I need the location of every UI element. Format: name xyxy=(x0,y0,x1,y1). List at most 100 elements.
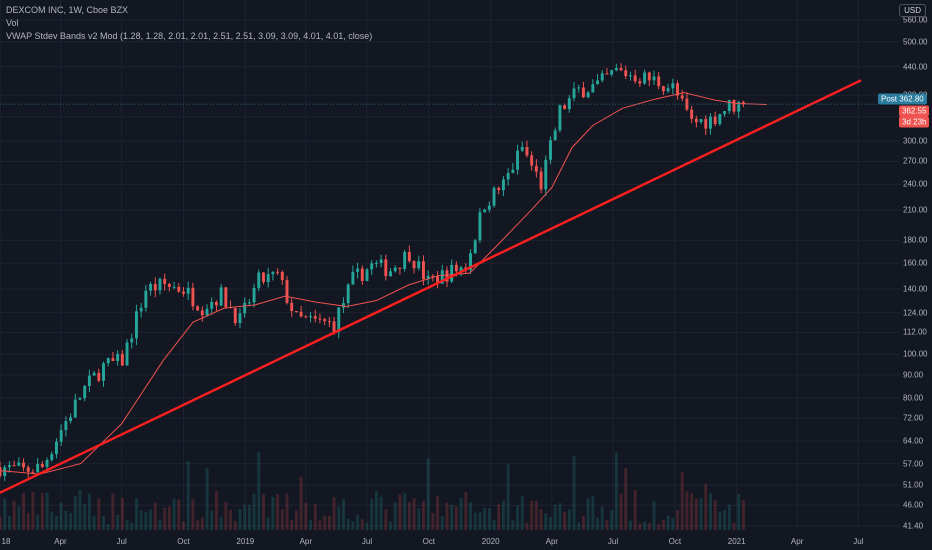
countdown-badge: 3d 23h xyxy=(899,116,930,128)
volume-bar xyxy=(238,509,242,530)
volume-bar xyxy=(563,511,567,530)
candle-body xyxy=(530,155,534,166)
volume-bar xyxy=(276,494,280,530)
volume-bar xyxy=(384,509,388,530)
price-tick-label: 90.00 xyxy=(903,370,924,380)
candle-body xyxy=(572,88,576,99)
candle-body xyxy=(177,286,181,292)
candle-body xyxy=(200,310,204,316)
symbol-title[interactable]: DEXCOM INC, 1W, Cboe BZX xyxy=(6,5,129,15)
volume-bar xyxy=(167,506,171,530)
volume-bar xyxy=(205,468,209,530)
volume-bar xyxy=(473,512,477,530)
candle-body xyxy=(73,399,77,418)
candle-body xyxy=(55,441,58,455)
candle-body xyxy=(31,471,35,473)
volume-bar xyxy=(426,458,430,530)
candle-body xyxy=(718,114,722,125)
candle-body xyxy=(708,116,712,129)
volume-bar xyxy=(657,523,661,530)
volume-bar xyxy=(196,520,200,530)
volume-bar xyxy=(605,520,609,530)
volume-bar xyxy=(280,509,284,530)
volume-bar xyxy=(421,500,425,530)
candle-body xyxy=(40,463,44,467)
volume-bar xyxy=(737,493,741,530)
volume-bar xyxy=(534,500,538,530)
chart-grid xyxy=(0,0,900,530)
volume-label[interactable]: Vol xyxy=(6,18,19,28)
volume-bar xyxy=(233,520,237,530)
candle-body xyxy=(652,76,656,81)
volume-bar xyxy=(525,523,529,530)
candle-body xyxy=(741,101,745,105)
volume-bar xyxy=(149,509,153,530)
candle-body xyxy=(412,261,416,269)
candle-body xyxy=(610,70,614,75)
volume-bar xyxy=(229,509,233,530)
currency-button[interactable]: USD xyxy=(899,4,926,17)
candle-body xyxy=(431,275,435,277)
candle-body xyxy=(3,467,7,476)
candle-body xyxy=(426,275,430,280)
candle-body xyxy=(299,311,303,317)
volume-bar xyxy=(483,507,487,530)
candle-body xyxy=(694,118,698,123)
candle-body xyxy=(172,286,176,288)
volume-bar xyxy=(285,493,289,530)
candle-body xyxy=(125,342,129,366)
candle-body xyxy=(149,283,153,291)
volume-bar xyxy=(31,492,35,530)
price-tick-label: 140.00 xyxy=(903,284,928,294)
candle-body xyxy=(252,287,256,303)
volume-bar xyxy=(469,502,472,530)
volume-bar xyxy=(520,496,524,530)
volume-bar xyxy=(389,521,392,530)
candle-body xyxy=(732,100,736,112)
volume-bar xyxy=(12,500,16,530)
volume-bar xyxy=(619,493,623,530)
volume-bar xyxy=(318,520,322,530)
candle-body xyxy=(97,372,101,381)
candle-body xyxy=(271,271,275,275)
volume-bar xyxy=(323,515,327,530)
candle-body xyxy=(657,76,661,87)
candle-body xyxy=(360,268,364,281)
indicator-label[interactable]: VWAP Stdev Bands v2 Mod (1.28, 1.28, 2.0… xyxy=(6,31,373,41)
candle-body xyxy=(0,467,2,476)
candle-body xyxy=(417,261,421,269)
candle-body xyxy=(318,318,322,320)
candle-body xyxy=(516,150,520,170)
candle-body xyxy=(558,105,562,131)
chart-legend: DEXCOM INC, 1W, Cboe BZX Vol VWAP Stdev … xyxy=(6,4,372,43)
time-tick-label: Oct xyxy=(422,537,436,546)
candle-body xyxy=(421,261,425,280)
time-tick-label: Jul xyxy=(607,537,619,546)
candle-body xyxy=(478,212,482,241)
candle-body xyxy=(186,287,190,294)
candle-body xyxy=(619,68,623,71)
candle-body xyxy=(134,311,138,339)
candle-body xyxy=(591,84,595,93)
volume-bar xyxy=(257,451,261,530)
time-tick-label: 2020 xyxy=(481,537,500,546)
candle-body xyxy=(450,264,454,282)
volume-bar xyxy=(50,511,54,530)
volume-bar xyxy=(64,510,68,530)
volume-bar xyxy=(309,519,312,530)
candle-body xyxy=(294,311,298,313)
candle-body xyxy=(158,278,162,291)
candle-body xyxy=(713,116,717,125)
volume-bar xyxy=(544,513,548,530)
candle-body xyxy=(539,171,543,190)
candle-body xyxy=(290,302,294,312)
candle-body xyxy=(266,274,270,283)
volume-bar xyxy=(501,500,505,530)
candle-body xyxy=(365,269,369,281)
time-tick-label: Oct xyxy=(177,537,190,546)
volume-bar xyxy=(633,490,637,530)
volume-bar xyxy=(186,460,190,530)
candle-body xyxy=(487,205,491,210)
volume-bar xyxy=(539,509,543,530)
